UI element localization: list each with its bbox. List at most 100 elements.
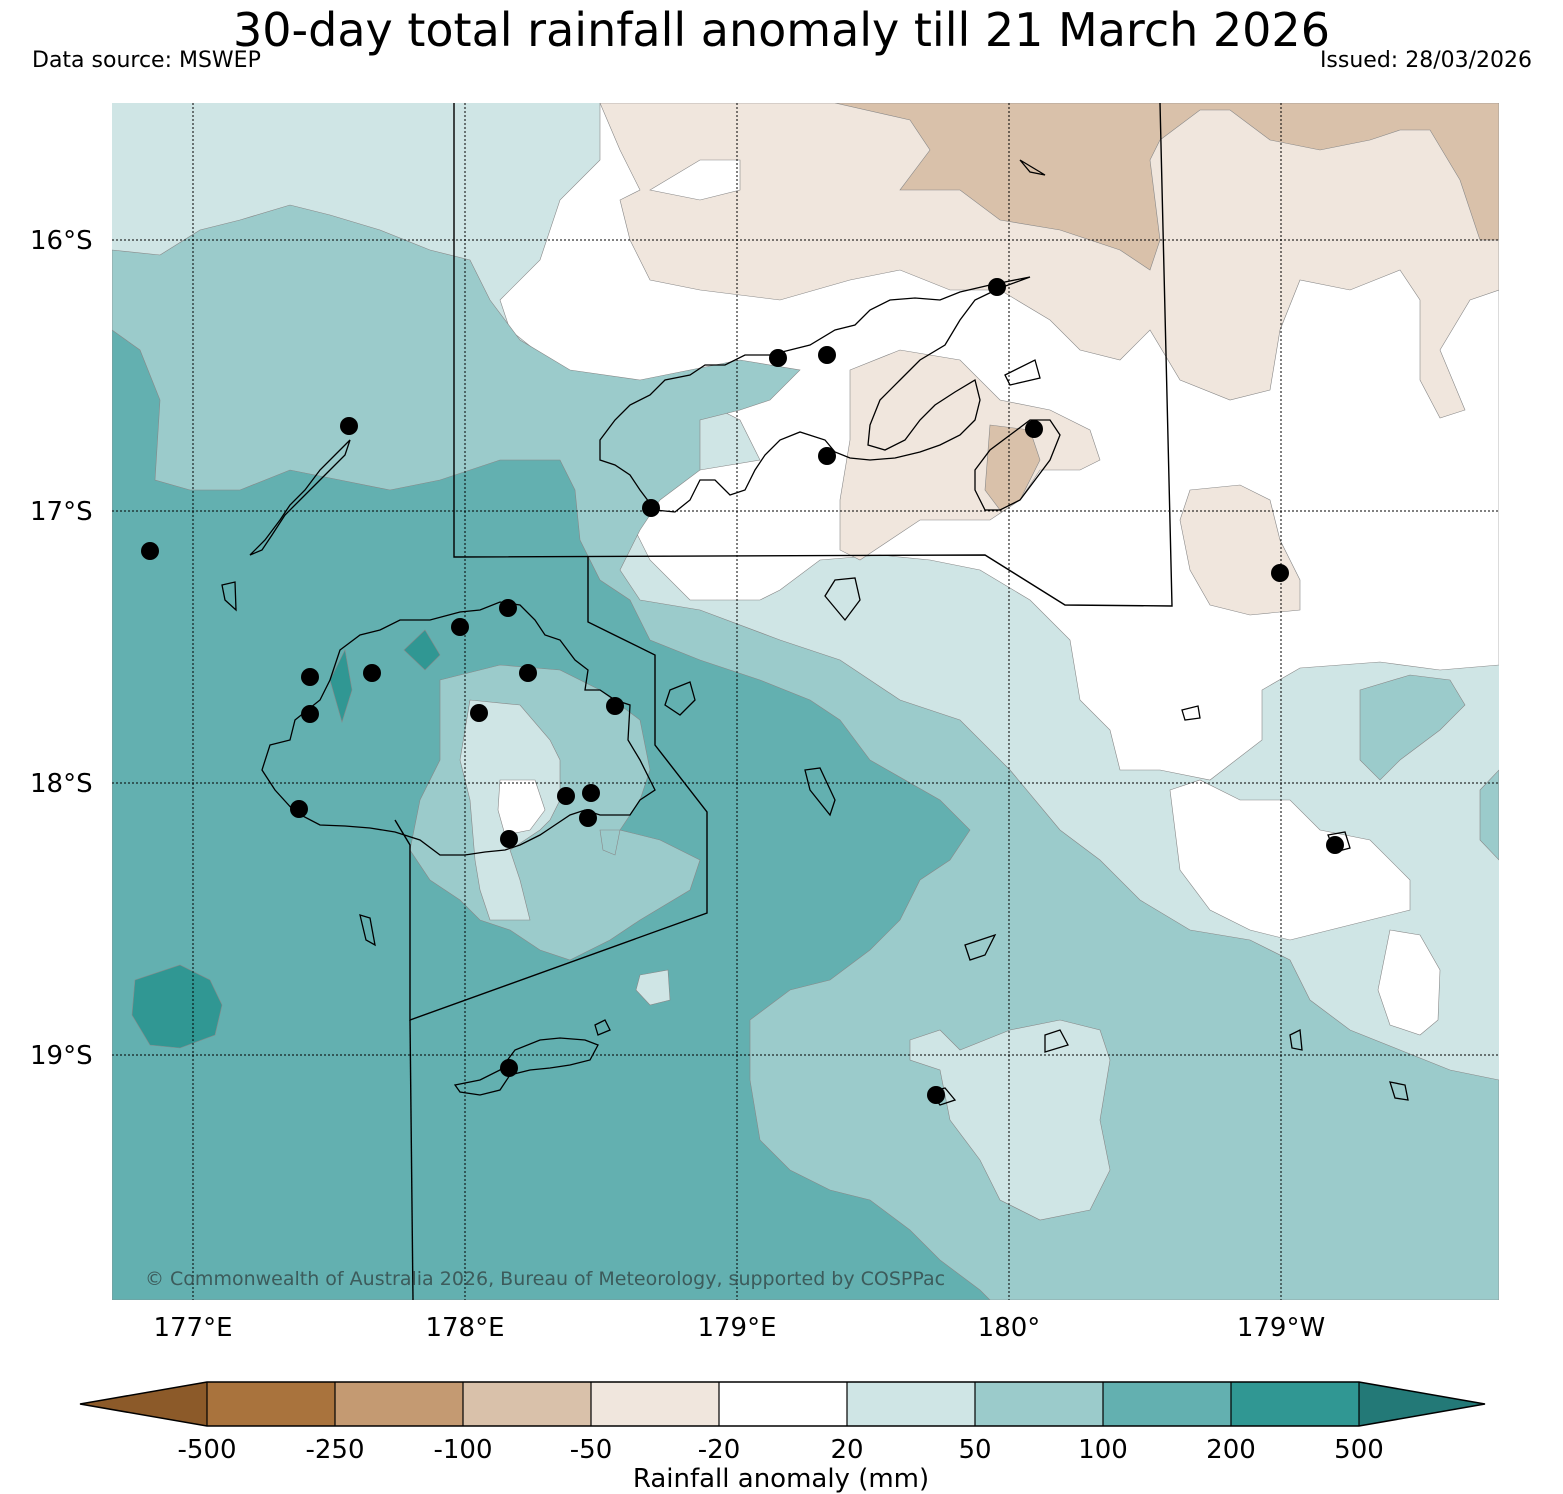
colorbar-segment xyxy=(719,1382,847,1426)
coast-islet-m xyxy=(1289,1028,1303,1051)
colorbar-tick-label: -50 xyxy=(570,1435,612,1465)
coast-islet-n xyxy=(1389,1081,1409,1101)
band-neutral-se-2 xyxy=(1377,929,1441,1036)
colorbar-segment xyxy=(207,1382,335,1426)
colorbar-high-extension xyxy=(1359,1382,1485,1426)
lon-label-180: 180° xyxy=(978,1313,1041,1343)
coast-islet-c xyxy=(804,767,836,817)
colorbar-low-extension xyxy=(80,1382,207,1426)
band-50-100-islet-2 xyxy=(599,829,621,856)
boundary-western-central xyxy=(394,557,708,1021)
band-200-500-nw-tip xyxy=(403,629,441,671)
band-neutral-inset xyxy=(649,159,741,201)
station-marker xyxy=(470,704,488,722)
station-marker xyxy=(141,542,159,560)
colorbar-tick-label: 50 xyxy=(958,1435,991,1465)
coast-taveuni xyxy=(974,419,1061,511)
lat-label-16s: 16°S xyxy=(30,226,93,256)
band-20-50-islet xyxy=(635,969,671,1006)
station-marker xyxy=(519,664,537,682)
data-source-label: Data source: MSWEP xyxy=(32,48,261,73)
station-marker xyxy=(642,499,660,517)
coast-islet-j xyxy=(594,1019,611,1036)
map-title: 30-day total rainfall anomaly till 21 Ma… xyxy=(233,3,1330,57)
colorbar-tick-label: -100 xyxy=(433,1435,492,1465)
coast-kadavu xyxy=(453,1037,599,1096)
station-marker xyxy=(500,830,518,848)
station-marker xyxy=(290,800,308,818)
station-marker xyxy=(988,278,1006,296)
lon-label-177e: 177°E xyxy=(153,1313,232,1343)
band-50-100-east-2 xyxy=(1479,769,1499,861)
coast-islet-a xyxy=(824,577,861,622)
lat-label-19s: 19°S xyxy=(30,1041,93,1071)
station-marker xyxy=(818,346,836,364)
coast-yasawa xyxy=(249,439,351,556)
coast-islet-e xyxy=(1044,1029,1069,1053)
colorbar-segment xyxy=(1103,1382,1231,1426)
colorbar-segment xyxy=(1231,1382,1359,1426)
band-minus50-minus100 xyxy=(834,103,1499,271)
colorbar-segment xyxy=(591,1382,719,1426)
coast-islet-b xyxy=(664,681,696,716)
lon-label-179w: 179°W xyxy=(1237,1313,1325,1343)
lat-label-17s: 17°S xyxy=(30,497,93,527)
coast-islet-f xyxy=(1004,359,1041,386)
band-200-500-sw xyxy=(131,964,223,1049)
coast-islet-l xyxy=(221,581,237,612)
colorbar-segment xyxy=(975,1382,1103,1426)
coast-viti-levu xyxy=(261,601,656,856)
band-200-500-strip xyxy=(329,649,353,724)
station-marker xyxy=(301,668,319,686)
boundary-northern xyxy=(453,102,1173,607)
coast-islet-d xyxy=(964,933,997,961)
station-marker xyxy=(579,809,597,827)
coast-vanua-levu xyxy=(599,276,1031,513)
lon-label-178e: 178°E xyxy=(425,1313,504,1343)
station-marker xyxy=(363,664,381,682)
colorbar: -500 -250 -100 -50 -20 20 50 100 200 500… xyxy=(79,1381,1486,1494)
colorbar-tick-label: -250 xyxy=(305,1435,364,1465)
coast-islet-h xyxy=(1181,705,1201,721)
station-marker xyxy=(500,1059,518,1077)
station-marker xyxy=(451,618,469,636)
issued-date-label: Issued: 28/03/2026 xyxy=(1319,48,1532,73)
station-marker xyxy=(1271,564,1289,582)
boundary-south xyxy=(409,1019,414,1301)
station-marker xyxy=(582,784,600,802)
colorbar-tick-label: 100 xyxy=(1078,1435,1128,1465)
copyright-notice: © Commonwealth of Australia 2026, Bureau… xyxy=(145,1268,945,1290)
colorbar-tick-label: -20 xyxy=(698,1435,740,1465)
band-50-100-east xyxy=(1359,674,1466,781)
station-marker xyxy=(499,599,517,617)
anomaly-field xyxy=(112,103,1499,1300)
coast-islet-g xyxy=(1019,159,1046,176)
band-minus20-minus50-east xyxy=(1179,484,1301,616)
station-marker xyxy=(340,417,358,435)
colorbar-title: Rainfall anomaly (mm) xyxy=(633,1464,929,1494)
band-neutral-se xyxy=(1169,779,1411,941)
station-marker xyxy=(606,697,624,715)
coast-islet-k xyxy=(359,914,376,947)
colorbar-segment xyxy=(847,1382,975,1426)
station-marker xyxy=(769,349,787,367)
station-marker xyxy=(1025,420,1043,438)
colorbar-tick-label: -500 xyxy=(177,1435,236,1465)
colorbar-dividers xyxy=(206,1382,1360,1426)
division-boundaries xyxy=(394,102,1173,1301)
lat-label-18s: 18°S xyxy=(30,769,93,799)
graticule xyxy=(112,103,1499,1300)
colorbar-tick-label: 200 xyxy=(1206,1435,1256,1465)
band-neutral-viti-levu xyxy=(497,779,546,836)
station-marker xyxy=(301,705,319,723)
station-marker xyxy=(818,447,836,465)
station-marker xyxy=(557,787,575,805)
station-marker xyxy=(927,1086,945,1104)
colorbar-tick-label: 20 xyxy=(830,1435,863,1465)
station-marker xyxy=(1326,836,1344,854)
lon-label-179e: 179°E xyxy=(697,1313,776,1343)
colorbar-segment xyxy=(335,1382,463,1426)
band-minus20-minus50-north xyxy=(599,103,1499,419)
stations xyxy=(141,278,1344,1104)
